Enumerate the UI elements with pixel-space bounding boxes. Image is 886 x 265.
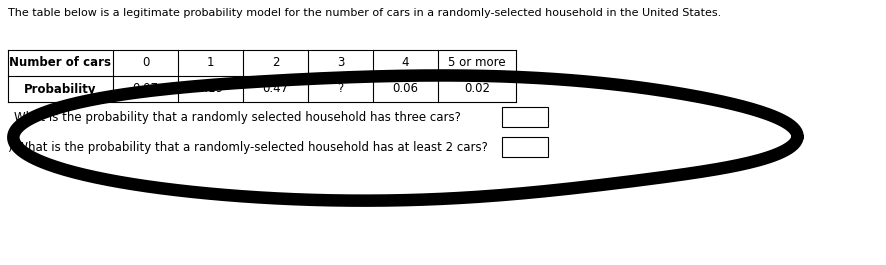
Text: 2: 2 [272,56,279,69]
Text: 5 or more: 5 or more [448,56,506,69]
Text: 4: 4 [401,56,409,69]
Text: Probability: Probability [24,82,97,95]
Text: ) What is the probability that a randomly-selected household has at least 2 cars: ) What is the probability that a randoml… [8,140,488,153]
Bar [502,107,548,127]
Text: 0.06: 0.06 [392,82,418,95]
Text: What is the probability that a randomly selected household has three cars?: What is the probability that a randomly … [14,111,461,123]
Text: 0.19: 0.19 [198,82,223,95]
Text: ?: ? [338,82,344,95]
Text: 0.47: 0.47 [262,82,289,95]
Bar [502,137,548,157]
Text: 3: 3 [337,56,344,69]
Text: 0.07: 0.07 [133,82,159,95]
Text: Number of cars: Number of cars [10,56,112,69]
Text: 0.02: 0.02 [464,82,490,95]
Text: 1: 1 [206,56,214,69]
Text: 0: 0 [142,56,149,69]
Text: The table below is a legitimate probability model for the number of cars in a ra: The table below is a legitimate probabil… [8,8,721,18]
